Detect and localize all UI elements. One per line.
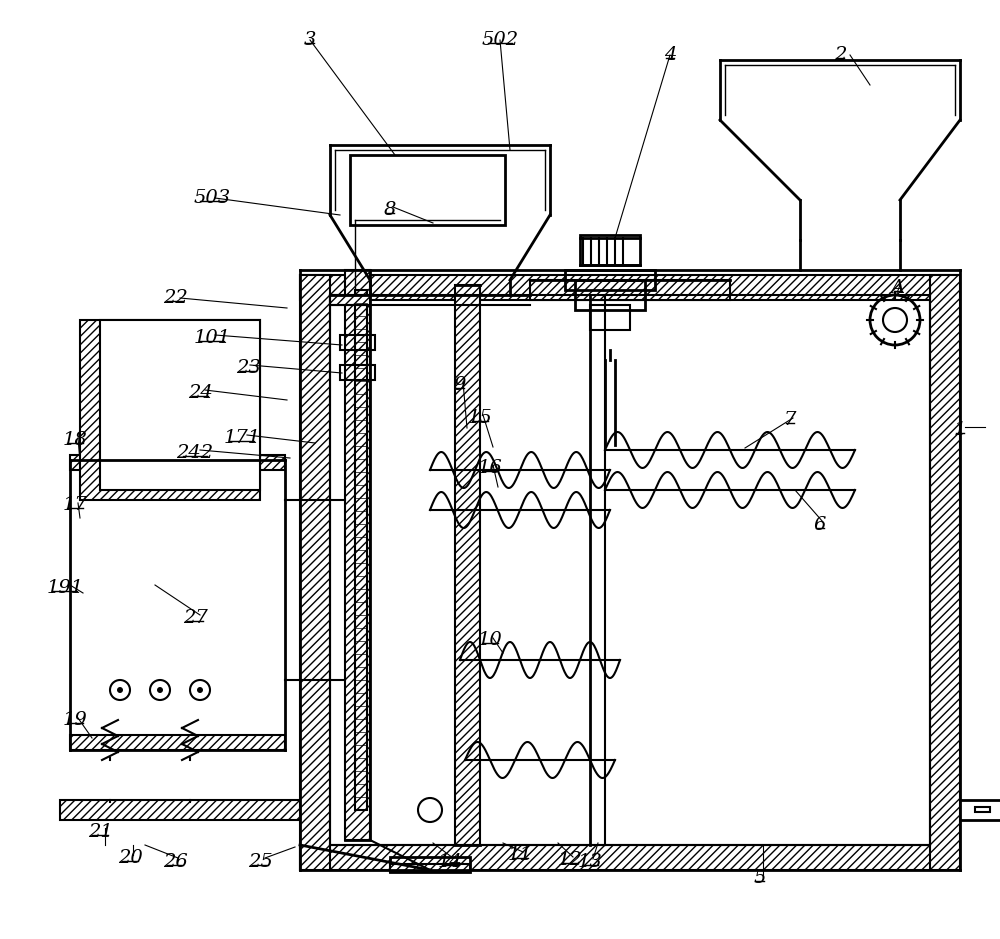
Text: 17: 17 — [63, 496, 87, 514]
Text: 25: 25 — [248, 853, 272, 871]
Bar — [70, 455, 285, 470]
Bar — [100, 320, 260, 490]
Text: 2: 2 — [834, 46, 846, 64]
Text: 6: 6 — [814, 516, 826, 534]
Bar — [350, 155, 505, 225]
Bar — [390, 864, 470, 872]
Bar — [580, 235, 640, 265]
Text: 171: 171 — [223, 429, 261, 447]
Text: 503: 503 — [193, 189, 231, 207]
Bar — [930, 275, 960, 870]
Text: 191: 191 — [46, 579, 84, 597]
Text: 24: 24 — [188, 384, 212, 402]
Bar — [345, 270, 370, 840]
Text: 4: 4 — [664, 46, 676, 64]
Bar — [590, 305, 630, 330]
Bar — [530, 280, 730, 300]
Text: 10: 10 — [478, 631, 502, 649]
Text: 7: 7 — [784, 411, 796, 429]
Bar — [355, 290, 367, 810]
Text: 101: 101 — [193, 329, 231, 347]
Text: 9: 9 — [454, 376, 466, 394]
Text: 16: 16 — [478, 459, 502, 477]
Bar — [80, 320, 260, 500]
Text: 19: 19 — [63, 711, 87, 729]
Text: 22: 22 — [163, 289, 187, 307]
Text: 5: 5 — [754, 869, 766, 887]
Circle shape — [157, 687, 163, 693]
Text: 11: 11 — [508, 846, 532, 864]
Text: 20: 20 — [118, 849, 142, 867]
Text: 21: 21 — [88, 823, 112, 841]
Text: 14: 14 — [438, 853, 462, 871]
Bar — [300, 845, 960, 870]
Bar — [60, 800, 300, 820]
Text: 26: 26 — [163, 853, 187, 871]
Text: 23: 23 — [236, 359, 260, 377]
Bar — [345, 270, 370, 840]
Bar — [330, 295, 370, 305]
Bar — [455, 285, 480, 845]
Bar — [70, 735, 285, 750]
Bar — [300, 275, 960, 300]
Text: 3: 3 — [304, 31, 316, 49]
Text: 502: 502 — [481, 31, 519, 49]
Bar — [575, 280, 645, 310]
Bar — [340, 365, 375, 380]
Text: 18: 18 — [63, 431, 87, 449]
Text: 15: 15 — [468, 409, 492, 427]
Bar — [340, 335, 375, 350]
Text: 13: 13 — [578, 853, 602, 871]
Bar — [975, 807, 990, 812]
Circle shape — [197, 687, 203, 693]
Bar — [300, 275, 330, 870]
Text: A: A — [891, 279, 905, 297]
Circle shape — [117, 687, 123, 693]
Text: 1: 1 — [954, 421, 966, 439]
Text: 27: 27 — [183, 609, 207, 627]
Bar — [390, 857, 470, 872]
Bar — [565, 270, 655, 290]
Text: 12: 12 — [558, 851, 582, 869]
Text: 8: 8 — [384, 201, 396, 219]
Text: 242: 242 — [176, 444, 214, 462]
